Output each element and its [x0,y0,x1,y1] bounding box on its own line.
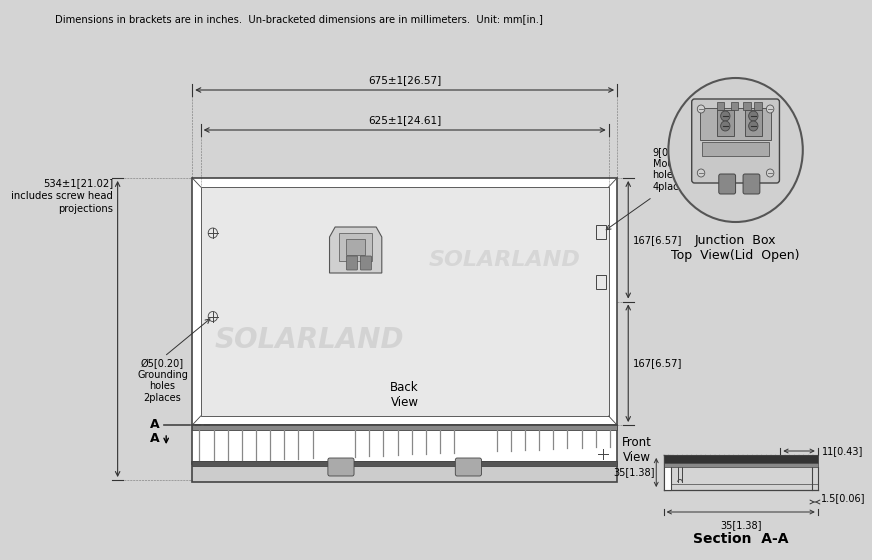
Text: 625±1[24.61]: 625±1[24.61] [368,115,441,125]
Circle shape [766,169,773,177]
Bar [700,108,771,140]
Bar [664,455,818,463]
Bar [193,178,617,425]
Text: 534±1[21.02]: 534±1[21.02] [43,178,113,188]
Bar [193,425,617,464]
Text: Grounding
holes
2places: Grounding holes 2places [137,370,187,403]
Bar [743,102,751,110]
Text: SOLARLAND: SOLARLAND [215,326,404,354]
Text: SOLARLAND: SOLARLAND [429,250,581,270]
Bar [193,462,617,482]
Bar [754,102,762,110]
Text: 35[1.38]: 35[1.38] [613,468,654,478]
FancyBboxPatch shape [346,256,358,270]
Circle shape [698,105,705,113]
Text: 9[0.35]x14[0.55]
Mounting
holes
4places: 9[0.35]x14[0.55] Mounting holes 4places [652,147,735,192]
Text: A: A [150,418,160,432]
Circle shape [668,78,803,222]
Circle shape [766,105,773,113]
Text: 35[1.38]: 35[1.38] [720,520,761,530]
Text: 167[6.57]: 167[6.57] [633,235,682,245]
FancyBboxPatch shape [743,174,760,194]
Bar [664,455,671,490]
Bar [745,110,762,136]
Bar [339,233,372,261]
Bar [717,110,733,136]
Bar [201,187,609,416]
FancyBboxPatch shape [719,174,736,194]
Polygon shape [330,227,382,273]
FancyBboxPatch shape [328,458,354,476]
Text: 1.5[0.06]: 1.5[0.06] [821,493,865,503]
Bar [717,102,725,110]
Bar [596,274,606,288]
Text: Ø5[0.20]: Ø5[0.20] [141,358,184,368]
Text: Section  A-A: Section A-A [693,532,788,546]
FancyBboxPatch shape [455,458,481,476]
Bar [596,225,606,239]
Text: A: A [150,432,160,446]
Bar [702,142,769,156]
Text: includes screw head: includes screw head [11,191,113,201]
FancyBboxPatch shape [691,99,780,183]
Text: 167[6.57]: 167[6.57] [633,358,682,368]
Bar [346,239,365,255]
Circle shape [749,111,758,121]
Bar [664,463,818,467]
Circle shape [720,111,730,121]
Text: Junction  Box
Top  View(Lid  Open): Junction Box Top View(Lid Open) [671,234,800,262]
Circle shape [749,121,758,131]
Bar [731,102,739,110]
FancyBboxPatch shape [360,256,371,270]
Bar [193,461,617,466]
Text: Dimensions in brackets are in inches.  Un-bracketed dimensions are in millimeter: Dimensions in brackets are in inches. Un… [55,14,543,24]
Circle shape [720,121,730,131]
Bar [193,425,617,430]
Text: Front
View: Front View [622,436,651,464]
Circle shape [698,169,705,177]
Text: projections: projections [58,204,113,214]
Text: 11[0.43]: 11[0.43] [822,446,864,456]
Text: Back
View: Back View [391,381,419,409]
Text: 675±1[26.57]: 675±1[26.57] [368,75,441,85]
